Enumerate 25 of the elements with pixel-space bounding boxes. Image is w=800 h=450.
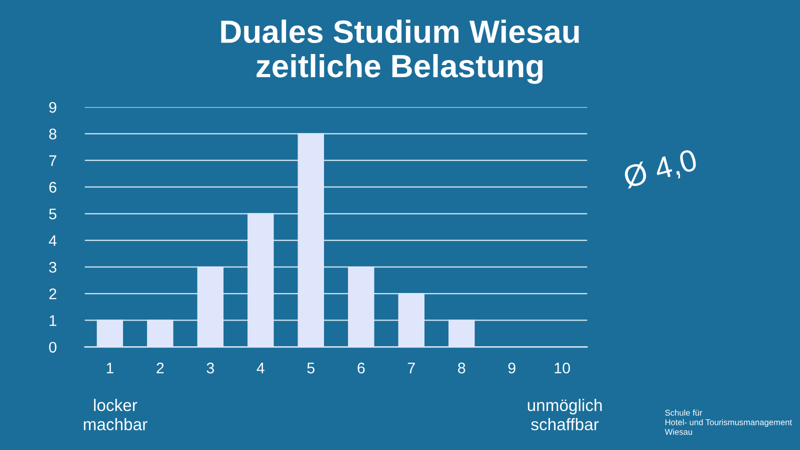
x-tick-label: 1	[106, 362, 114, 374]
chart-title: Duales Studium Wiesau zeitliche Belastung	[221, 20, 579, 84]
x-tick-label: 5	[307, 362, 314, 374]
text: Ø 4,0	[622, 148, 699, 192]
x-tick-label: 2	[156, 362, 164, 374]
x-tick-label: 3	[206, 362, 214, 374]
x-tick-label: 8	[458, 362, 466, 374]
y-tick-label: 4	[48, 235, 57, 246]
y-tick-label: 2	[49, 288, 56, 300]
x-tick-label: 10	[554, 362, 570, 374]
y-tick-label: 5	[49, 208, 56, 220]
text: Schule für Hotel- und Tourismusmanagement Wiesau	[664, 410, 792, 435]
y-tick-label: 6	[49, 182, 56, 193]
x-tick-label: 6	[358, 362, 365, 374]
x-tick-label: 7	[408, 362, 415, 374]
text: unmöglich schaffbar	[528, 398, 602, 430]
y-tick-label: 9	[49, 102, 56, 113]
y-tick-label: 3	[49, 262, 56, 273]
x-tick-label: 4	[256, 362, 264, 374]
y-tick-label: 1	[50, 315, 56, 326]
text: locker machbar	[84, 398, 148, 430]
y-tick-label: 0	[49, 342, 56, 353]
y-tick-label: 8	[49, 128, 56, 140]
y-tick-label: 7	[49, 155, 56, 166]
x-tick-label: 9	[508, 362, 516, 374]
